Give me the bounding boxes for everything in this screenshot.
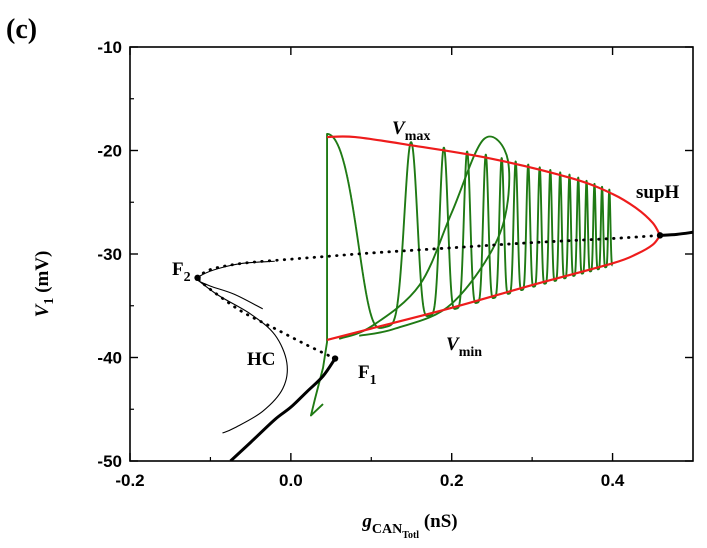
series-homoclinic-cycle-min	[197, 279, 288, 434]
x-axis-title: gCANTotl (nS)	[361, 511, 457, 541]
x-tick-label: 0.0	[279, 471, 303, 490]
x-tick-label: -0.2	[115, 471, 144, 490]
x-tick-label: 0.4	[601, 471, 625, 490]
series-stable-lower-branch	[229, 357, 337, 461]
series-Vmin	[326, 234, 661, 341]
plot-frame	[129, 46, 694, 462]
series-unstable-upper-branch	[196, 233, 662, 280]
bifurcation-points	[194, 232, 664, 362]
hc-label: HC	[247, 349, 276, 370]
x-tick-label: 0.2	[440, 471, 464, 490]
y-tick-label: -30	[97, 245, 122, 264]
series-stable-upper-branch	[659, 230, 693, 237]
y-tick-label: -40	[97, 349, 122, 368]
point-supH	[656, 232, 664, 239]
axis-ticks: -0.2 0.0 0.2 0.4 -50 -40 -30 -20 -10	[97, 38, 693, 490]
f1-label: F1	[358, 362, 377, 388]
y-tick-label: -10	[97, 38, 122, 57]
plot-series	[196, 132, 693, 461]
series-trajectory-loop	[338, 135, 511, 340]
point-F2	[194, 274, 201, 282]
vmin-label: Vmin	[446, 334, 482, 360]
y-tick-label: -50	[97, 452, 122, 471]
y-tick-label: -20	[97, 142, 122, 161]
vmax-label: Vmax	[392, 118, 430, 144]
y-axis-title: V1 (mV)	[32, 251, 57, 318]
series-homoclinic-cycle-max	[196, 260, 275, 310]
series-unstable-middle-branch	[196, 276, 337, 360]
panel-label: (c)	[6, 14, 37, 45]
f2-label: F2	[172, 259, 191, 285]
point-F1	[331, 355, 339, 362]
series-Vmax	[327, 135, 661, 236]
suph-label: supH	[636, 182, 680, 203]
